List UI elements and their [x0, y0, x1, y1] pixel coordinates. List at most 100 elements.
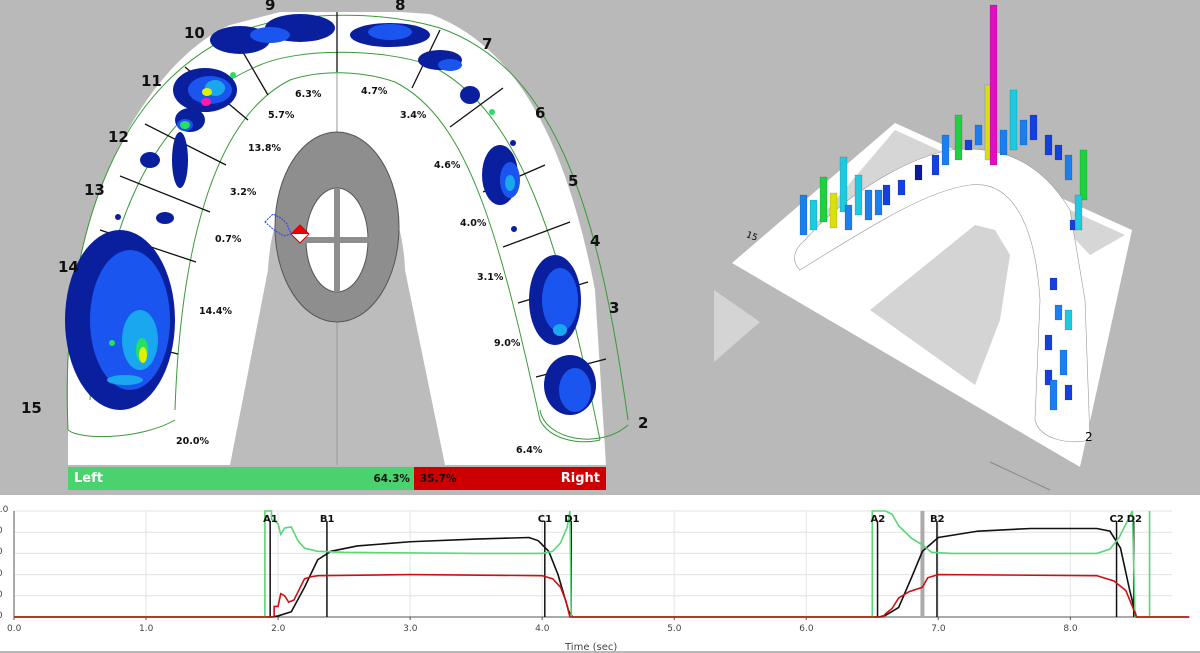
3d-force-column	[1019, 119, 1028, 146]
3d-force-column	[1044, 334, 1053, 351]
right-force-segment: 35.7% Right	[413, 467, 606, 490]
contact-blob	[559, 368, 591, 412]
tooth-number: 7	[482, 35, 493, 53]
contact-blob	[107, 375, 143, 385]
x-axis-label: Time (sec)	[565, 642, 618, 653]
tooth-percentage: 3.1%	[477, 272, 504, 283]
tooth-number: 10	[184, 24, 205, 42]
inner-arch-line	[67, 72, 601, 443]
3d-force-column	[1029, 114, 1038, 141]
contact-blob	[202, 88, 212, 96]
tooth-number: 12	[108, 128, 129, 146]
right-label: Right	[560, 471, 600, 486]
3d-force-column	[1044, 134, 1053, 156]
3d-force-column	[854, 174, 863, 216]
contact-blob	[505, 175, 515, 191]
event-marker-label: C1	[537, 514, 553, 525]
y-tick-label: .0	[0, 590, 3, 600]
3d-force-column	[809, 199, 818, 231]
3d-force-column	[1049, 379, 1058, 411]
event-marker-label: C2	[1109, 514, 1124, 525]
x-tick-label: 2.0	[271, 624, 286, 634]
tooth-percentage: 3.2%	[230, 187, 257, 198]
contact-blob	[438, 59, 462, 71]
crosshair-h	[305, 237, 369, 243]
tooth-number: 9	[265, 0, 276, 14]
arch-2d-view[interactable]: 9 8 10 7 11 6 12 5 13 4 14 3 15 2 6.3% 4…	[0, 0, 670, 493]
3d-force-column	[1054, 144, 1063, 161]
right-end-line	[539, 409, 629, 440]
3d-force-column	[1074, 194, 1083, 231]
3d-force-column	[882, 184, 891, 206]
event-marker-label: A1	[263, 514, 278, 525]
3d-force-column	[799, 194, 808, 236]
3d-force-column	[931, 154, 940, 176]
play-triangle-icon[interactable]	[714, 290, 760, 362]
event-marker-label: A2	[870, 514, 886, 525]
3d-force-column	[1059, 349, 1068, 376]
x-tick-label: 8.0	[1063, 624, 1078, 634]
tooth-percentage: 20.0%	[176, 436, 209, 447]
3d-force-column	[974, 124, 983, 146]
3d-force-column	[1044, 369, 1053, 386]
contact-blob	[180, 121, 190, 129]
3d-force-diagram	[714, 4, 1132, 491]
contact-blob	[510, 140, 516, 146]
3d-force-column	[999, 129, 1008, 156]
3d-force-column	[954, 114, 963, 161]
x-tick-label: 1.0	[139, 624, 154, 634]
tooth-percentage: 4.0%	[460, 218, 487, 229]
force-time-chart[interactable]: 0.0 1.0 2.0 3.0 4.0 5.0 6.0 7.0 8.0 0.0 .0 .0 .0 .0.…	[0, 495, 1200, 653]
tooth-percentage: 6.4%	[516, 445, 543, 456]
tooth-number: 5	[568, 172, 579, 190]
cof-trajectory-icon[interactable]	[264, 213, 310, 244]
3d-force-column	[839, 156, 848, 213]
3d-force-column	[1049, 277, 1058, 291]
tooth-percentage: 13.8%	[248, 143, 281, 154]
right-percentage: 35.7%	[419, 473, 457, 485]
y-tick-label: 0.0	[0, 505, 9, 515]
3d-force-column	[1064, 384, 1073, 401]
x-tick-label: 6.0	[799, 624, 814, 634]
contact-blob	[511, 226, 517, 232]
3d-force-column	[941, 134, 950, 166]
tooth-number: 3	[609, 299, 620, 317]
contact-blob	[84, 319, 90, 325]
series-line-2	[14, 573, 1190, 618]
event-marker-label: B2	[929, 514, 945, 525]
arch-3d-view[interactable]: 15 2	[670, 0, 1200, 493]
series-line-1	[14, 510, 1190, 618]
tooth-number: 11	[141, 72, 162, 90]
x-tick-label: 5.0	[667, 624, 682, 634]
event-marker-label: D2	[1126, 514, 1142, 525]
time-cursor[interactable]	[920, 511, 925, 617]
3d-tooth-label: 2	[1085, 430, 1093, 444]
3d-force-column	[874, 189, 883, 216]
chart-plot	[13, 510, 1190, 620]
tooth-percentage: 9.0%	[494, 338, 521, 349]
contact-blob	[140, 152, 160, 168]
tooth-percentage: 0.7%	[215, 234, 242, 245]
event-marker-label: B1	[319, 514, 335, 525]
contact-blob	[156, 212, 174, 224]
3d-force-column	[964, 139, 973, 151]
contact-blob	[553, 324, 567, 336]
3d-force-column	[819, 176, 828, 223]
contact-blobs	[65, 14, 596, 415]
3d-palate	[870, 225, 1010, 385]
axis-line	[989, 461, 1051, 491]
3d-force-column	[897, 179, 906, 196]
contact-blob	[542, 268, 578, 332]
contact-blob	[230, 72, 236, 78]
tooth-percentage: 4.6%	[434, 160, 461, 171]
3d-plane-back	[810, 130, 1125, 255]
3d-force-column	[989, 4, 998, 166]
tooth-number: 4	[590, 232, 601, 250]
y-tick-label: .0	[0, 526, 3, 536]
x-tick-label: 3.0	[403, 624, 418, 634]
x-tick-label: 0.0	[7, 624, 22, 634]
contact-blob	[201, 98, 211, 106]
tooth-percentage: 3.4%	[400, 110, 427, 121]
left-right-force-bar: Left 64.3% 35.7% Right	[68, 467, 606, 490]
contact-blob	[368, 24, 412, 40]
